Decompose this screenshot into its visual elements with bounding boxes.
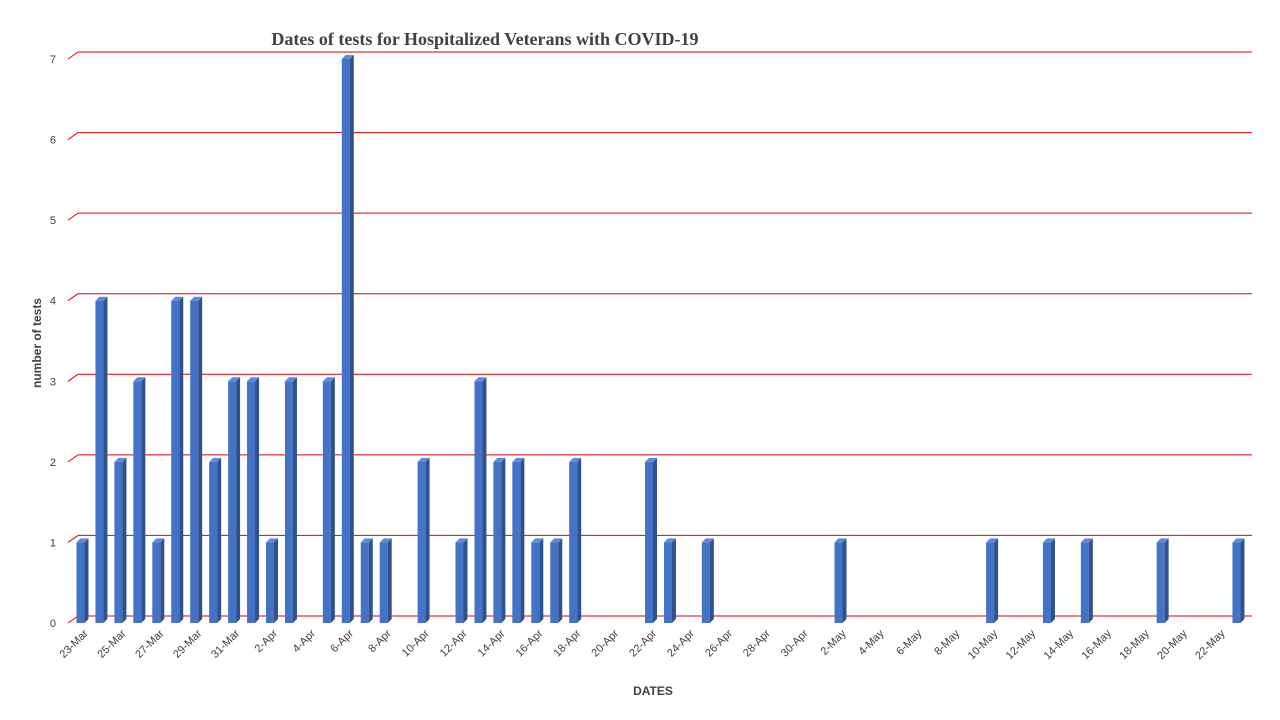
- bar: [171, 296, 184, 623]
- x-tick-label: 12-Apr: [438, 627, 470, 659]
- bar: [417, 457, 430, 623]
- bar: [322, 377, 335, 623]
- x-tick-label: 22-May: [1193, 627, 1228, 662]
- y-tick-label: 1: [50, 537, 56, 549]
- x-tick-label: 20-Apr: [589, 627, 621, 659]
- x-tick-label: 16-May: [1079, 627, 1114, 662]
- x-tick-label: 22-Apr: [627, 627, 659, 659]
- y-tick-label: 4: [50, 296, 56, 308]
- gridlines: [67, 51, 1252, 624]
- x-tick-label: 10-Apr: [400, 627, 432, 659]
- bar: [1042, 538, 1055, 623]
- y-tick-label: 2: [50, 457, 56, 469]
- chart-title: Dates of tests for Hospitalized Veterans…: [271, 29, 698, 49]
- x-tick-label: 20-May: [1155, 627, 1190, 662]
- bar: [1156, 538, 1169, 623]
- bars: [76, 55, 1245, 623]
- x-tick-label: 8-May: [932, 627, 962, 657]
- x-tick-label: 10-May: [966, 627, 1001, 662]
- x-tick-label: 14-Apr: [476, 627, 508, 659]
- x-tick-label: 31-Mar: [209, 627, 242, 660]
- bar: [701, 538, 714, 623]
- gridline-diagonal: [67, 293, 79, 302]
- x-tick-label: 28-Apr: [741, 627, 773, 659]
- bar: [152, 538, 165, 623]
- bar: [550, 538, 563, 623]
- gridline-diagonal: [67, 535, 79, 543]
- bar: [645, 457, 657, 623]
- bar: [455, 538, 468, 623]
- bar: [360, 538, 373, 623]
- gridline-diagonal: [67, 615, 79, 624]
- bar: [284, 377, 297, 623]
- bar: [95, 296, 108, 623]
- bar: [531, 538, 544, 623]
- bar: [228, 377, 241, 623]
- bar: [379, 538, 392, 623]
- gridline-diagonal: [67, 132, 79, 140]
- x-tick-label: 30-Apr: [779, 627, 811, 659]
- x-tick-label: 6-May: [894, 627, 924, 657]
- x-tick-label: 4-Apr: [291, 627, 319, 655]
- x-tick-label: 14-May: [1042, 627, 1077, 662]
- bar: [1080, 538, 1093, 623]
- x-tick-label: 23-Mar: [57, 627, 90, 660]
- gridline-diagonal: [67, 454, 79, 463]
- x-tick-label: 2-May: [819, 627, 849, 657]
- bar: [341, 55, 354, 623]
- y-tick-label: 6: [50, 135, 56, 147]
- x-tick-label: 29-Mar: [171, 627, 204, 660]
- x-tick-label: 27-Mar: [133, 627, 166, 660]
- bar: [114, 457, 127, 623]
- y-axis-ticks: 0 1 2 3 4 5 6 7: [50, 54, 56, 630]
- y-tick-label: 7: [50, 54, 56, 66]
- bar: [209, 457, 222, 623]
- bar: [569, 457, 582, 623]
- x-tick-label: 18-Apr: [551, 627, 583, 659]
- x-tick-label: 6-Apr: [328, 627, 356, 655]
- bar: [190, 296, 203, 623]
- x-tick-label: 26-Apr: [703, 627, 735, 659]
- bar: [133, 377, 146, 623]
- bar: [76, 538, 89, 623]
- bar: [834, 538, 847, 623]
- x-tick-label: 18-May: [1117, 627, 1152, 662]
- gridline-diagonal: [67, 51, 79, 60]
- bar: [266, 538, 278, 623]
- x-axis-ticks: 23-Mar 25-Mar 27-Mar 29-Mar 31-Mar 2-Apr 4-Apr…: [57, 627, 1227, 662]
- bar: [474, 377, 487, 623]
- y-axis-label: number of tests: [30, 298, 44, 388]
- bar: [986, 538, 999, 623]
- bar: [512, 457, 525, 623]
- x-tick-label: 4-May: [856, 627, 886, 657]
- x-tick-label: 12-May: [1004, 627, 1039, 662]
- x-tick-label: 8-Apr: [366, 627, 394, 655]
- x-tick-label: 16-Apr: [514, 627, 546, 659]
- y-tick-label: 5: [50, 215, 56, 227]
- x-tick-label: 2-Apr: [253, 627, 281, 655]
- gridline-diagonal: [67, 212, 79, 221]
- bar: [493, 457, 506, 623]
- bar: [663, 538, 676, 623]
- bar: [247, 377, 260, 623]
- y-tick-label: 3: [50, 376, 56, 388]
- x-tick-label: 25-Mar: [95, 627, 128, 660]
- gridline-diagonal: [67, 373, 79, 382]
- x-tick-label: 24-Apr: [665, 627, 697, 659]
- bar: [1232, 538, 1245, 623]
- x-axis-label: DATES: [633, 684, 673, 698]
- y-tick-label: 0: [50, 618, 56, 630]
